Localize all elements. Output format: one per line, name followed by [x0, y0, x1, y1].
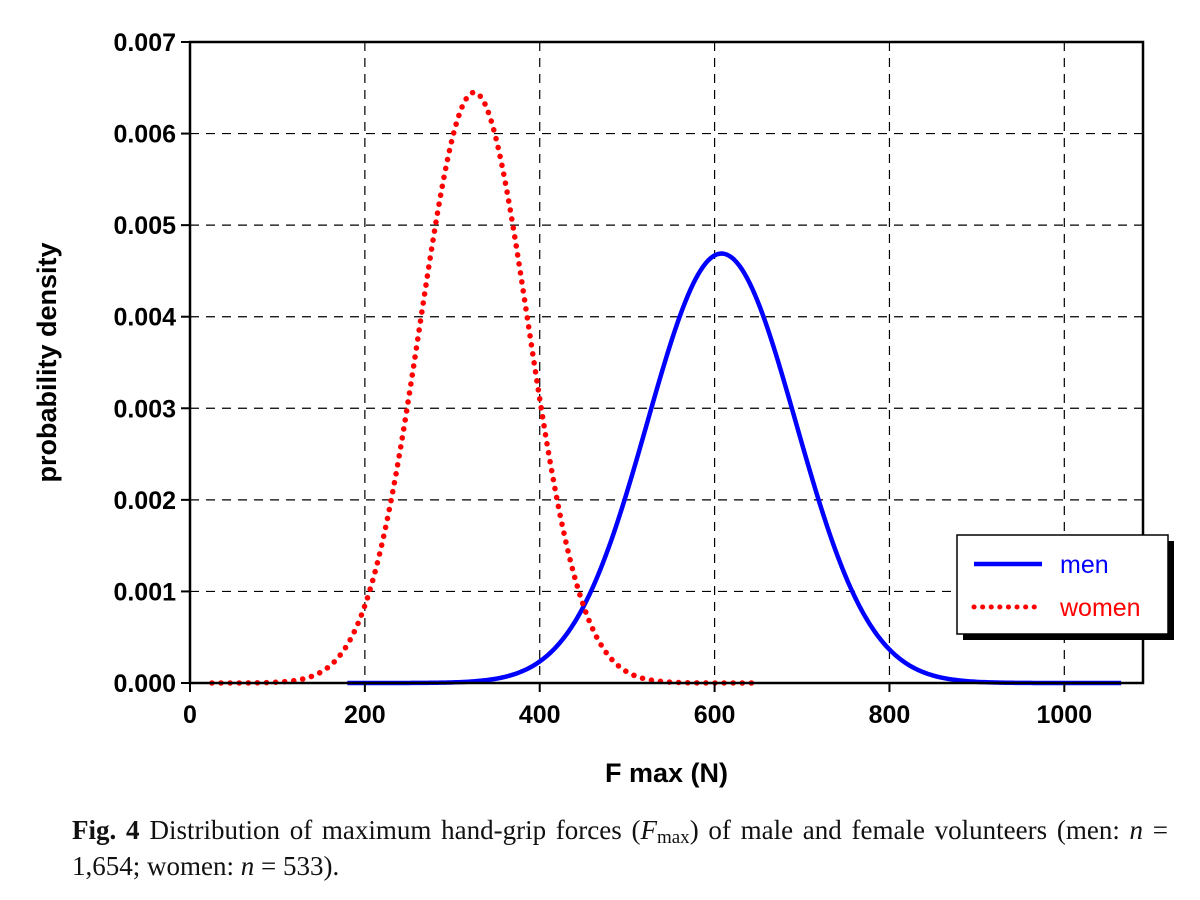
y-tick-label: 0.005: [113, 212, 176, 240]
caption-text-4: = 533).: [254, 851, 340, 881]
x-axis-title: F max (N): [605, 758, 728, 788]
y-tick-label: 0.004: [113, 304, 176, 332]
legend-label-men: men: [1060, 551, 1109, 579]
legend: men women: [956, 534, 1174, 640]
caption-text-2: ) of male and female volunteers (men:: [689, 815, 1130, 845]
caption-n-symbol-women: n: [240, 851, 255, 881]
legend-box: [956, 534, 1169, 635]
y-tick-label: 0.006: [113, 121, 176, 149]
y-tick-label: 0.001: [113, 578, 176, 606]
caption-variable: F: [640, 815, 657, 845]
x-tick-label: 200: [344, 701, 386, 729]
x-tick-label: 800: [869, 701, 911, 729]
caption-text-1: Distribution of maximum hand-grip forces…: [149, 815, 641, 845]
x-tick-label: 0: [183, 701, 197, 729]
figure-caption: Fig. 4 Distribution of maximum hand-grip …: [72, 812, 1168, 884]
x-tick-label: 400: [519, 701, 561, 729]
caption-variable-subscript: max: [656, 827, 690, 848]
caption-text-3: = 1,654; women:: [72, 815, 1168, 881]
caption-n-symbol-men: n: [1129, 815, 1144, 845]
chart: 0 200 400 600 800 1000 0.0000.0010.0020.0030.…: [32, 29, 1174, 788]
y-tick-label: 0.000: [113, 670, 176, 698]
x-tick-label: 600: [694, 701, 736, 729]
caption-label: Fig. 4: [72, 815, 140, 845]
legend-label-women: women: [1059, 594, 1141, 622]
plot-frame: [188, 40, 1145, 685]
y-axis: 0.000 0.001 0.002 0.003 0.004 0.005 0.006 0.007: [113, 29, 190, 698]
y-tick-label: 0.007: [113, 29, 176, 57]
y-tick-label: 0.003: [113, 395, 176, 423]
series-line-women: [209, 89, 762, 686]
x-axis: 0 200 400 600 800 1000: [183, 683, 1092, 729]
y-axis-title: probability density: [32, 242, 62, 482]
x-tick-label: 1000: [1036, 701, 1092, 729]
y-tick-label: 0.002: [113, 487, 176, 515]
